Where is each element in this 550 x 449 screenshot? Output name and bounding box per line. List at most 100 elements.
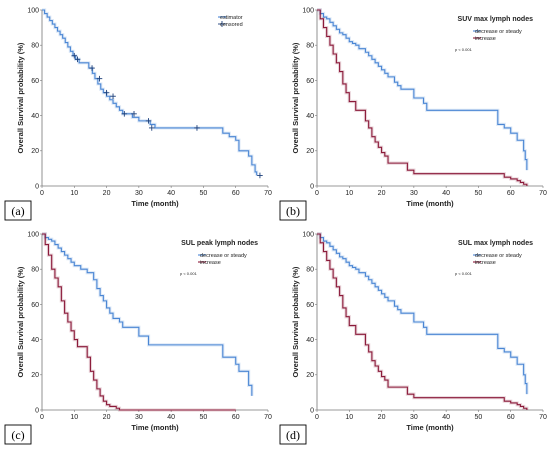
panel-tag-box (279, 200, 307, 221)
x-axis-label: Time (month) (406, 199, 454, 208)
x-tick-label: 10 (345, 190, 353, 197)
y-tick-label: 100 (27, 7, 39, 14)
panel-tag-box (4, 200, 32, 221)
panel-b: 0 20 40 60 80 100 0 10 20 30 40 50 60 70 Time (month) O… (275, 0, 550, 225)
legend-label: increase (475, 260, 496, 266)
panel-tag-label: (b) (286, 204, 300, 218)
y-axis-label: Overall Survival probability (%) (291, 42, 300, 153)
y-axis-label: Overall Survival probability (%) (16, 42, 25, 153)
p-value-label: p < 0.001 (455, 47, 473, 52)
series-line-0 (317, 9, 528, 171)
y-tick-label: 60 (306, 302, 314, 309)
censored-marker (96, 75, 103, 82)
x-tick-label: 40 (442, 190, 450, 197)
x-tick-label: 50 (200, 414, 208, 421)
panel-a: 0 20 40 60 80 100 0 10 20 30 40 50 60 70 Time (month) O… (0, 0, 275, 225)
x-tick-label: 70 (264, 414, 272, 421)
y-tick-label: 60 (306, 78, 314, 85)
x-tick-label: 70 (539, 190, 547, 197)
panel-tag-label: (c) (11, 428, 24, 442)
censored-marker (194, 125, 200, 131)
series-line-0 (317, 233, 528, 395)
y-tick-label: 60 (31, 302, 39, 309)
censored-marker (110, 93, 116, 100)
y-tick-label: 40 (31, 113, 39, 120)
panel-tag-label: (d) (286, 428, 300, 442)
y-tick-label: 80 (306, 43, 314, 50)
y-tick-label: 0 (35, 407, 39, 414)
series-line-1 (317, 233, 528, 410)
panel-tag-box (4, 424, 32, 445)
x-tick-label: 30 (135, 190, 143, 197)
series-halo (42, 8, 259, 176)
censored-marker (121, 111, 128, 117)
km-chart-d: 0 20 40 60 80 100 0 10 20 30 40 50 60 70 Time (month) O… (279, 231, 547, 445)
legend-label: decrease or steady (475, 29, 522, 35)
y-axis-label: Overall Survival probability (%) (16, 266, 25, 377)
y-tick-label: 100 (302, 231, 314, 238)
censored-marker (71, 52, 78, 59)
x-tick-label: 20 (103, 414, 111, 421)
x-tick-label: 0 (315, 190, 319, 197)
x-tick-label: 10 (70, 190, 78, 197)
legend-label: censored (220, 22, 243, 28)
x-tick-label: 0 (40, 414, 44, 421)
censored-marker (131, 111, 137, 117)
y-tick-label: 20 (306, 372, 314, 379)
x-tick-label: 70 (264, 190, 272, 197)
panel-title: SUV max lymph nodes (458, 16, 534, 23)
censored-marker (74, 56, 81, 63)
p-value-label: p < 0.001 (180, 271, 198, 276)
x-tick-label: 70 (539, 414, 547, 421)
x-tick-label: 50 (200, 190, 208, 197)
censored-marker (103, 89, 110, 96)
x-tick-label: 40 (167, 414, 175, 421)
legend-label: increase (200, 260, 221, 266)
x-axis-label: Time (month) (406, 423, 454, 432)
x-tick-label: 40 (442, 414, 450, 421)
y-tick-label: 0 (310, 183, 314, 190)
censored-marker (89, 65, 95, 71)
x-axis-label: Time (month) (131, 199, 179, 208)
x-axis-label: Time (month) (131, 423, 179, 432)
x-tick-label: 50 (475, 190, 483, 197)
x-tick-label: 40 (167, 190, 175, 197)
x-tick-label: 30 (410, 190, 418, 197)
censored-marker (145, 118, 152, 124)
panel-tag-box (279, 424, 307, 445)
y-tick-label: 40 (306, 113, 314, 120)
series-line-0 (42, 9, 258, 176)
y-tick-label: 0 (35, 183, 39, 190)
y-tick-label: 80 (306, 267, 314, 274)
km-chart-b: 0 20 40 60 80 100 0 10 20 30 40 50 60 70 Time (month) O… (279, 7, 547, 221)
x-tick-label: 30 (410, 414, 418, 421)
legend-censored-symbol (218, 21, 226, 27)
panel-tag-label: (a) (11, 204, 24, 218)
censored-marker (148, 125, 155, 131)
y-tick-label: 80 (31, 267, 39, 274)
panel-title: SUL peak lymph nodes (181, 240, 258, 247)
panel-c: 0 20 40 60 80 100 0 10 20 30 40 50 60 70 Time (month) O… (0, 224, 275, 449)
panel-d: 0 20 40 60 80 100 0 10 20 30 40 50 60 70 Time (month) O… (275, 224, 550, 449)
x-tick-label: 0 (315, 414, 319, 421)
y-tick-label: 100 (27, 231, 39, 238)
y-axis-label: Overall Survival probability (%) (291, 266, 300, 377)
legend-label: decrease or steady (200, 253, 247, 259)
x-tick-label: 60 (232, 414, 240, 421)
legend-label: increase (475, 36, 496, 42)
x-tick-label: 20 (103, 190, 111, 197)
x-tick-label: 20 (378, 414, 386, 421)
legend-label: estimator (220, 15, 243, 21)
x-tick-label: 0 (40, 190, 44, 197)
y-tick-label: 40 (31, 337, 39, 344)
km-chart-a: 0 20 40 60 80 100 0 10 20 30 40 50 60 70 Time (month) O… (4, 7, 272, 221)
panel-title: SUL max lymph nodes (458, 240, 533, 247)
x-tick-label: 10 (345, 414, 353, 421)
y-tick-label: 0 (310, 407, 314, 414)
y-tick-label: 40 (306, 337, 314, 344)
y-tick-label: 20 (31, 372, 39, 379)
x-tick-label: 60 (507, 190, 515, 197)
y-tick-label: 80 (31, 43, 39, 50)
x-tick-label: 60 (507, 414, 515, 421)
y-tick-label: 20 (306, 148, 314, 155)
